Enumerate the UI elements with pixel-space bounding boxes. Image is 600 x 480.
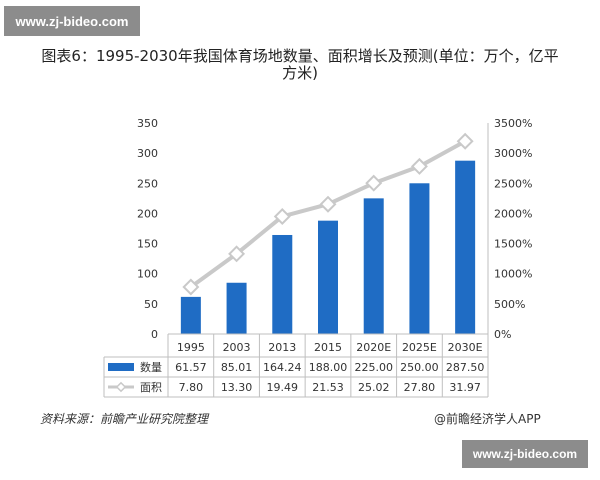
table-value-bar: 85.01 (221, 361, 253, 374)
watermark-top: www.zj-bideo.com (4, 6, 140, 36)
line-point (228, 245, 246, 263)
y-left-tick-label: 150 (137, 238, 158, 251)
table-value-bar: 225.00 (354, 361, 393, 374)
legend-label-line: 面积 (140, 381, 162, 394)
line-point (319, 195, 337, 213)
bar (363, 198, 384, 334)
table-value-line: 13.30 (221, 381, 253, 394)
table-value-bar: 61.57 (175, 361, 207, 374)
x-tick-label: 2015 (314, 341, 342, 354)
x-tick-label: 1995 (177, 341, 205, 354)
x-tick-label: 2030E (448, 341, 483, 354)
table-value-line: 27.80 (404, 381, 436, 394)
y-right-tick-label: 500% (494, 298, 525, 311)
table-value-line: 25.02 (358, 381, 390, 394)
table-value-line: 19.49 (267, 381, 299, 394)
table-value-bar: 287.50 (446, 361, 485, 374)
line-point (182, 278, 200, 296)
y-left-tick-label: 350 (137, 117, 158, 130)
table-value-line: 31.97 (449, 381, 481, 394)
x-tick-label: 2020E (356, 341, 391, 354)
bar (318, 220, 338, 334)
source-note: 资料来源：前瞻产业研究院整理 (40, 412, 209, 426)
y-right-tick-label: 0% (494, 328, 511, 341)
line-point (410, 157, 428, 175)
table-value-bar: 164.24 (263, 361, 302, 374)
table-value-bar: 250.00 (400, 361, 439, 374)
x-tick-label: 2013 (268, 341, 296, 354)
watermark-bottom: www.zj-bideo.com (462, 440, 588, 468)
bar (272, 234, 293, 334)
legend-swatch-bar (108, 363, 134, 371)
y-left-tick-label: 200 (137, 207, 158, 220)
bar (409, 183, 430, 334)
bar (226, 282, 247, 334)
table-value-line: 21.53 (312, 381, 344, 394)
x-tick-label: 2025E (402, 341, 437, 354)
chart-title: 图表6：1995-2030年我国体育场地数量、面积增长及预测(单位：万个，亿平方… (41, 47, 559, 82)
legend-marker-line (115, 381, 127, 393)
y-left-tick-label: 250 (137, 177, 158, 190)
y-left-tick-label: 100 (137, 268, 158, 281)
y-right-tick-label: 1000% (494, 268, 532, 281)
x-tick-label: 2003 (223, 341, 251, 354)
y-left-tick-label: 0 (151, 328, 158, 341)
y-right-tick-label: 3500% (494, 117, 532, 130)
table-value-line: 7.80 (179, 381, 204, 394)
y-left-tick-label: 300 (137, 147, 158, 160)
legend-label-bar: 数量 (140, 361, 162, 374)
y-left-tick-label: 50 (144, 298, 158, 311)
bar (180, 296, 201, 334)
y-right-tick-label: 1500% (494, 238, 532, 251)
y-right-tick-label: 2500% (494, 177, 532, 190)
table-value-bar: 188.00 (309, 361, 348, 374)
line-point (273, 208, 291, 225)
credit-label: @前瞻经济学人APP (434, 412, 541, 426)
y-right-tick-label: 3000% (494, 147, 532, 160)
line-point (365, 174, 383, 192)
y-right-tick-label: 2000% (494, 207, 532, 220)
bar (455, 160, 476, 334)
line-point (456, 132, 474, 150)
